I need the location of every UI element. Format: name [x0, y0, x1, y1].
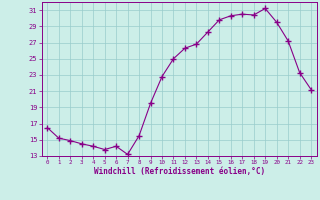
- X-axis label: Windchill (Refroidissement éolien,°C): Windchill (Refroidissement éolien,°C): [94, 167, 265, 176]
